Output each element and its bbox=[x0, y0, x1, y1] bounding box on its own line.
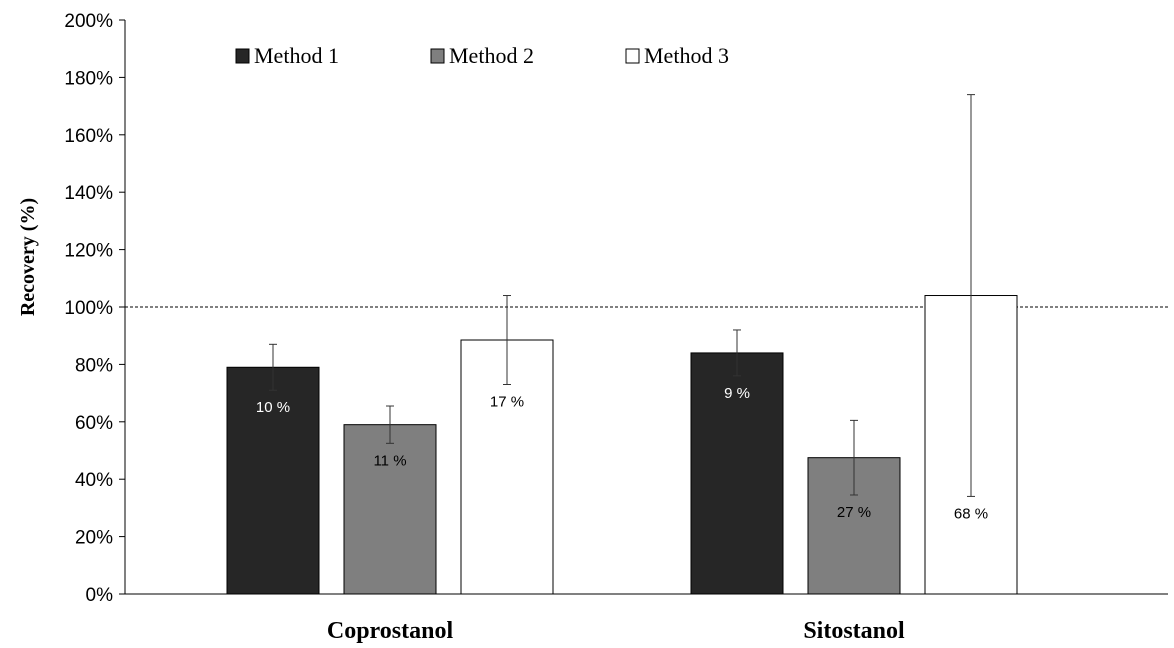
data-label: 10 % bbox=[256, 399, 290, 416]
y-tick-label: 20% bbox=[75, 528, 113, 549]
y-tick-label: 200% bbox=[64, 11, 113, 32]
y-tick-label: 100% bbox=[64, 298, 113, 319]
legend-swatch bbox=[625, 48, 640, 64]
bar-method-2-coprostanol bbox=[343, 424, 437, 595]
data-label: 17 % bbox=[490, 393, 524, 410]
y-tick-label: 80% bbox=[75, 355, 113, 376]
legend: Method 1 Method 2 Method 3 bbox=[235, 43, 729, 68]
y-tick-label: 120% bbox=[64, 241, 113, 262]
legend-swatch bbox=[430, 48, 445, 64]
error-bars bbox=[269, 94, 975, 497]
bar-method-1-coprostanol bbox=[226, 366, 320, 595]
data-label: 11 % bbox=[373, 452, 406, 469]
category-label-sitostanol: Sitostanol bbox=[803, 618, 905, 644]
data-label: 68 % bbox=[954, 505, 988, 522]
data-labels: 10 % 11 % 17 % 9 % 27 % 68 % bbox=[256, 385, 988, 523]
bar-method-1-sitostanol bbox=[690, 352, 784, 595]
y-tick-label: 160% bbox=[64, 126, 113, 147]
y-tick-label: 60% bbox=[75, 413, 113, 434]
y-tick-label: 140% bbox=[64, 183, 113, 204]
y-tick-label: 180% bbox=[64, 68, 113, 89]
y-axis: 0% 20% 40% 60% 80% 100% 120% 140% 160% 180% 200% bbox=[64, 11, 126, 606]
bars bbox=[226, 295, 1018, 595]
y-tick-label: 40% bbox=[75, 470, 113, 491]
x-axis: Coprostanol Sitostanol bbox=[125, 593, 1168, 644]
data-label: 27 % bbox=[837, 504, 871, 521]
legend-label: Method 3 bbox=[644, 43, 729, 68]
legend-label: Method 1 bbox=[254, 43, 339, 68]
y-axis-title: Recovery (%) bbox=[17, 198, 39, 316]
data-label: 9 % bbox=[724, 385, 750, 402]
category-label-coprostanol: Coprostanol bbox=[327, 618, 454, 644]
y-tick-label: 0% bbox=[86, 585, 114, 606]
legend-label: Method 2 bbox=[449, 43, 534, 68]
legend-swatch bbox=[235, 48, 250, 64]
